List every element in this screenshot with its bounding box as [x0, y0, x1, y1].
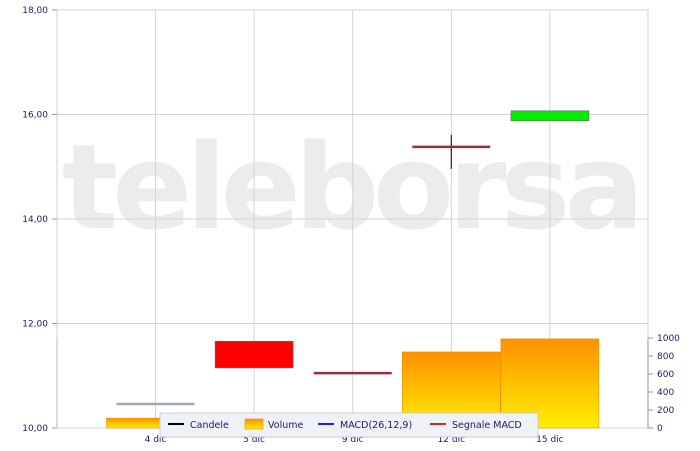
volume-tick-label: 800 [657, 352, 674, 362]
x-tick-label: 15 dic [536, 435, 564, 445]
legend-label: Segnale MACD [452, 420, 522, 431]
watermark: teleborsa [62, 118, 639, 256]
x-tick-label: 12 dic [438, 435, 466, 445]
volume-tick-label: 600 [657, 370, 674, 380]
legend-label: Volume [268, 420, 303, 431]
legend-box [159, 412, 539, 438]
legend: Candele Volume MACD(26,12,9) Segnale MACD [159, 412, 539, 438]
price-tick-label: 12,00 [22, 320, 48, 330]
price-tick-label: 18,00 [22, 6, 48, 16]
candle-body [510, 110, 590, 122]
volume-tick-label: 0 [657, 424, 663, 434]
volume-tick-label: 400 [657, 388, 674, 398]
legend-label: MACD(26,12,9) [340, 420, 412, 431]
candle-body [214, 340, 294, 369]
x-tick-label: 5 dic [243, 435, 265, 445]
x-tick-label: 4 dic [145, 435, 167, 445]
volume-tick-label: 200 [657, 406, 674, 416]
volume-tick-label: 1000 [657, 334, 680, 344]
legend-label: Candele [190, 420, 229, 431]
x-tick-label: 9 dic [342, 435, 364, 445]
price-tick-label: 14,00 [22, 215, 48, 225]
price-tick-label: 10,00 [22, 424, 48, 434]
legend-swatch-volume [244, 418, 264, 430]
price-tick-label: 16,00 [22, 111, 48, 121]
